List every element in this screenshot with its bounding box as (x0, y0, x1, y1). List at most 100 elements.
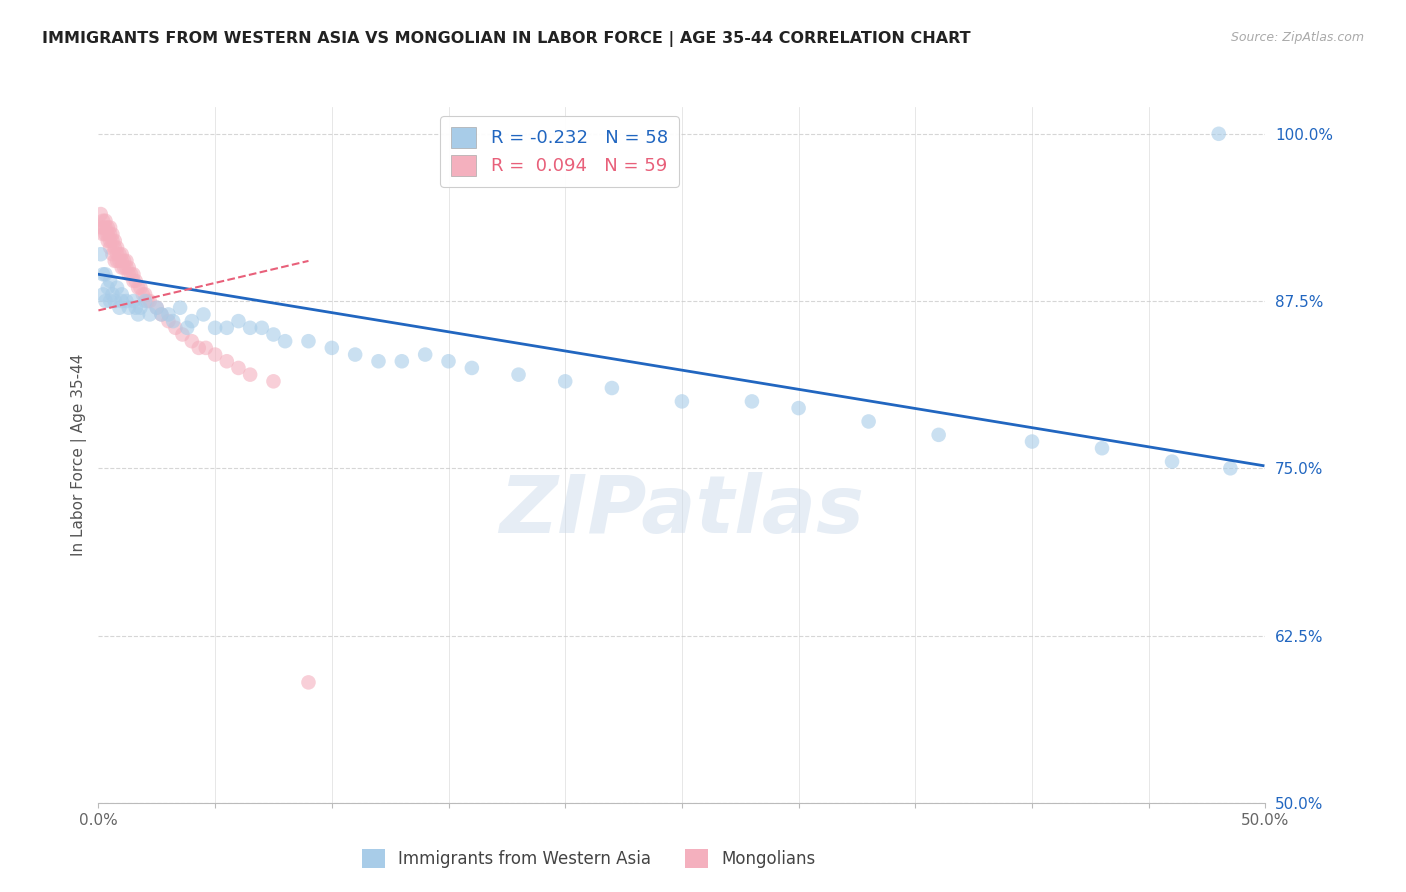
Point (134, 294, 156, 309)
Point (101, 247, 124, 261)
Point (1161, 455, 1184, 469)
Point (321, 341, 343, 355)
Point (97, 234, 120, 248)
Point (122, 274, 145, 288)
Point (150, 307, 173, 321)
Point (239, 321, 262, 335)
Point (193, 307, 215, 321)
Point (111, 247, 134, 261)
Point (180, 334, 202, 349)
Point (94, 214, 117, 228)
Point (600, 381, 623, 395)
Point (297, 334, 319, 349)
Point (1219, 461, 1241, 475)
Point (787, 401, 810, 416)
Point (98, 241, 121, 255)
Point (508, 368, 530, 382)
Point (187, 341, 209, 355)
Point (139, 307, 162, 321)
Point (1021, 434, 1043, 449)
Point (176, 321, 198, 335)
Point (111, 294, 134, 309)
Point (115, 294, 138, 309)
Point (132, 287, 155, 301)
Point (118, 301, 141, 315)
Point (108, 301, 131, 315)
Point (139, 294, 162, 309)
Point (111, 253, 134, 268)
Point (97, 227, 120, 241)
Point (118, 260, 141, 275)
Point (146, 301, 169, 315)
Point (111, 260, 134, 275)
Point (204, 321, 226, 335)
Point (671, 394, 693, 409)
Point (112, 253, 135, 268)
Point (129, 280, 152, 294)
Point (165, 321, 187, 335)
Point (194, 341, 217, 355)
Point (250, 321, 273, 335)
Point (91, 214, 114, 228)
Point (101, 234, 124, 248)
Point (413, 348, 436, 362)
Point (122, 268, 145, 282)
Point (367, 354, 389, 368)
Point (262, 327, 284, 342)
Point (180, 314, 202, 328)
Point (105, 253, 128, 268)
Point (157, 307, 180, 321)
Point (104, 241, 127, 255)
Point (125, 301, 148, 315)
Point (741, 394, 763, 409)
Y-axis label: In Labor Force | Age 35-44: In Labor Force | Age 35-44 (72, 354, 87, 556)
Point (344, 348, 367, 362)
Point (94, 294, 117, 309)
Point (172, 327, 194, 342)
Point (90, 220, 112, 235)
Point (91, 220, 114, 235)
Point (118, 268, 141, 282)
Point (127, 307, 149, 321)
Point (108, 247, 131, 261)
Point (1091, 442, 1114, 455)
Point (150, 307, 173, 321)
Point (437, 354, 460, 368)
Point (112, 260, 135, 275)
Point (125, 274, 148, 288)
Point (127, 280, 149, 294)
Point (115, 253, 138, 268)
Point (94, 268, 117, 282)
Point (228, 314, 250, 328)
Point (111, 287, 134, 301)
Point (90, 247, 112, 261)
Text: Source: ZipAtlas.com: Source: ZipAtlas.com (1230, 31, 1364, 45)
Point (134, 287, 156, 301)
Point (97, 280, 120, 294)
Point (98, 220, 121, 235)
Point (97, 220, 120, 235)
Point (136, 294, 159, 309)
Point (1208, 127, 1230, 141)
Point (104, 253, 127, 268)
Point (101, 287, 124, 301)
Point (98, 274, 121, 288)
Point (157, 314, 180, 328)
Point (98, 294, 121, 309)
Point (215, 321, 238, 335)
Point (90, 207, 112, 221)
Point (274, 334, 297, 349)
Point (101, 227, 124, 241)
Text: IMMIGRANTS FROM WESTERN ASIA VS MONGOLIAN IN LABOR FORCE | AGE 35-44 CORRELATION: IMMIGRANTS FROM WESTERN ASIA VS MONGOLIA… (42, 31, 970, 47)
Point (262, 375, 284, 389)
Point (169, 301, 191, 315)
Point (120, 268, 142, 282)
Point (204, 348, 226, 362)
Point (228, 361, 250, 376)
Point (297, 675, 319, 690)
Point (122, 294, 145, 309)
Point (94, 220, 117, 235)
Point (91, 227, 114, 241)
Text: ZIPatlas: ZIPatlas (499, 472, 865, 549)
Point (115, 260, 138, 275)
